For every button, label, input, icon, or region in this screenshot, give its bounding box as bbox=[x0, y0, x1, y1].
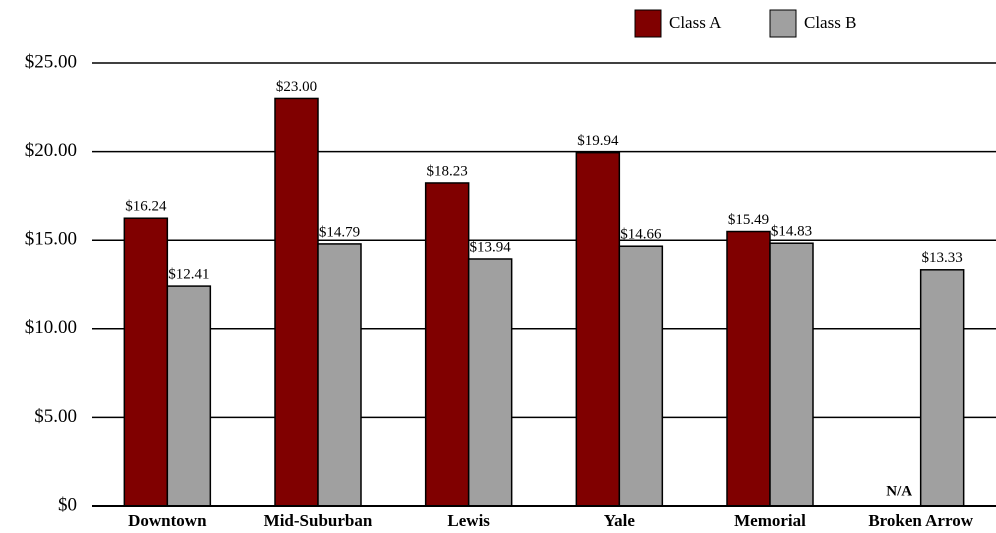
y-tick-label: $10.00 bbox=[25, 317, 77, 338]
value-label: $14.66 bbox=[620, 227, 662, 243]
value-label: $16.24 bbox=[125, 199, 167, 215]
x-tick-label: Downtown bbox=[128, 511, 207, 530]
y-tick-label: $15.00 bbox=[25, 229, 77, 250]
x-tick-label: Lewis bbox=[447, 511, 490, 530]
x-tick-label: Mid-Suburban bbox=[264, 511, 373, 530]
y-tick-label: $0 bbox=[58, 494, 77, 515]
value-label: $13.33 bbox=[922, 250, 963, 266]
value-label: $18.23 bbox=[427, 163, 468, 179]
value-label: $13.94 bbox=[470, 239, 512, 255]
x-tick-label: Yale bbox=[604, 511, 636, 530]
legend-swatch bbox=[634, 9, 662, 38]
value-label: $19.94 bbox=[577, 133, 619, 149]
value-label: N/A bbox=[886, 483, 912, 499]
value-label: $15.49 bbox=[728, 212, 769, 228]
bar bbox=[317, 243, 362, 507]
bar bbox=[726, 230, 771, 507]
bar bbox=[274, 97, 319, 507]
bar bbox=[618, 245, 664, 507]
y-tick-label: $25.00 bbox=[25, 51, 77, 72]
x-tick-label: Broken Arrow bbox=[868, 511, 973, 530]
bar bbox=[769, 242, 814, 507]
legend-label: Class B bbox=[804, 13, 856, 32]
legend-swatch bbox=[769, 9, 797, 38]
value-label: $12.41 bbox=[168, 267, 209, 283]
bar bbox=[467, 258, 513, 507]
y-tick-label: $5.00 bbox=[34, 406, 77, 427]
legend-label: Class A bbox=[669, 13, 722, 32]
bar bbox=[424, 182, 470, 507]
bar bbox=[575, 151, 621, 507]
bar bbox=[123, 217, 169, 507]
y-tick-label: $20.00 bbox=[25, 140, 77, 161]
value-label: $14.83 bbox=[771, 224, 812, 240]
bar bbox=[166, 285, 212, 507]
bar bbox=[919, 269, 965, 507]
x-tick-label: Memorial bbox=[734, 511, 806, 530]
value-label: $23.00 bbox=[276, 79, 317, 95]
value-label: $14.79 bbox=[319, 224, 360, 240]
